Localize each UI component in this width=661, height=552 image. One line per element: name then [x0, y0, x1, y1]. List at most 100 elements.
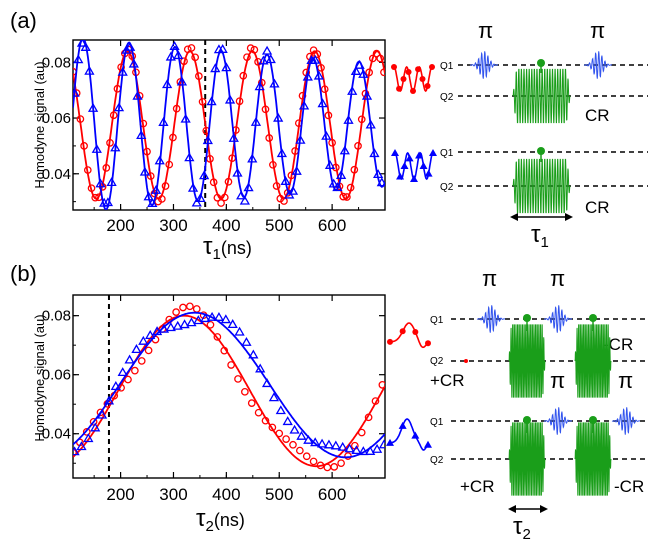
data-point-triangle	[128, 58, 139, 68]
data-point-circle	[172, 308, 180, 316]
plus-cr-label: +CR	[460, 477, 494, 496]
data-point-triangle	[287, 185, 299, 195]
pi-pulse	[476, 305, 506, 333]
cr-pulse	[574, 422, 612, 496]
mini-dot	[405, 68, 412, 75]
panel-a-ytick-label: 0.04	[42, 166, 71, 183]
data-point-circle	[302, 452, 311, 461]
data-point-circle	[289, 440, 297, 449]
data-point-triangle	[95, 178, 106, 188]
minus-cr-label: -CR	[614, 477, 644, 496]
data-point-triangle	[117, 367, 128, 377]
panel-a-ytick-label: 0.08	[42, 54, 71, 71]
panel-a-xtick-label: 500	[265, 216, 293, 235]
data-point-triangle	[280, 176, 291, 185]
data-point-circle	[198, 97, 207, 106]
panel-a-ytick-label: 0.06	[42, 110, 71, 127]
data-point-circle	[213, 333, 222, 341]
data-point-triangle	[220, 314, 231, 324]
data-point-triangle	[302, 71, 313, 81]
data-point-triangle	[269, 78, 280, 88]
data-point-triangle	[296, 430, 307, 440]
data-point-triangle	[224, 94, 236, 104]
panel-b-xlabel-unit: (ns)	[214, 510, 245, 530]
data-point-triangle	[138, 335, 149, 345]
data-point-circle	[161, 182, 170, 190]
q2-label: Q2	[440, 92, 454, 103]
panel-a-plot	[72, 39, 386, 211]
data-point-circle	[320, 85, 329, 94]
q2-label: Q2	[440, 182, 454, 193]
data-point-triangle	[371, 443, 383, 453]
data-point-triangle	[180, 113, 191, 123]
data-point-circle	[224, 177, 233, 186]
data-point-circle	[265, 134, 274, 142]
data-point-triangle	[361, 90, 373, 100]
pi-label: π	[482, 266, 497, 291]
data-point-triangle	[102, 197, 114, 207]
data-point-triangle	[165, 51, 176, 61]
mini-dot	[424, 83, 431, 90]
data-point-circle	[82, 428, 91, 436]
pi-label: π	[590, 18, 605, 43]
mini-triangle	[424, 440, 432, 448]
data-point-triangle	[350, 66, 362, 75]
data-point-triangle	[276, 148, 288, 158]
data-point-circle	[109, 111, 118, 120]
data-point-triangle	[187, 182, 199, 192]
data-point-circle	[378, 381, 385, 389]
mini-icon-blue-b	[386, 418, 432, 451]
mini-triangle	[400, 162, 409, 169]
control-dot	[537, 59, 545, 67]
control-dot	[523, 314, 531, 322]
mini-icon-blue-a	[391, 149, 437, 182]
data-point-circle	[324, 111, 333, 120]
data-point-triangle	[176, 76, 188, 86]
data-point-circle	[343, 193, 351, 201]
cr-pulse	[512, 158, 571, 214]
mini-dot	[419, 76, 426, 82]
data-point-circle	[89, 417, 98, 426]
minus-cr-label: -CR	[603, 335, 633, 354]
mini-dot	[400, 76, 407, 82]
panel-b-xlabel: τ2(ns)	[196, 505, 245, 535]
data-point-triangle	[228, 132, 239, 142]
data-point-triangle	[332, 182, 343, 192]
data-point-triangle	[248, 349, 259, 359]
data-point-triangle	[232, 167, 243, 177]
data-point-circle	[220, 346, 229, 355]
data-point-circle	[372, 49, 381, 58]
data-point-circle	[330, 463, 339, 471]
series-group	[73, 40, 385, 210]
data-point-triangle	[236, 190, 247, 200]
q1-label: Q1	[440, 61, 454, 72]
panel-a-xlabel: τ1(ns)	[203, 233, 252, 263]
mini-curve	[389, 322, 429, 349]
tau2-main: τ	[513, 513, 523, 540]
data-point-circle	[376, 54, 385, 63]
tau2-label: τ2	[513, 513, 531, 543]
data-point-circle	[282, 435, 290, 443]
data-point-triangle	[73, 54, 84, 64]
data-point-circle	[261, 416, 270, 425]
mini-triangle	[391, 149, 399, 156]
cr-label: CR	[585, 198, 610, 217]
pi-label: π	[550, 266, 565, 291]
data-point-triangle	[173, 50, 184, 60]
data-point-triangle	[213, 312, 225, 321]
data-point-triangle	[313, 70, 325, 80]
data-point-circle	[83, 166, 92, 174]
data-point-triangle	[186, 317, 197, 327]
data-point-triangle	[324, 160, 336, 169]
data-point-triangle	[344, 443, 355, 453]
data-point-triangle	[289, 424, 300, 434]
data-point-triangle	[295, 134, 306, 144]
data-point-triangle	[96, 409, 108, 419]
data-point-triangle	[124, 354, 135, 364]
panel-a-xtick-label: 300	[159, 216, 187, 235]
data-point-circle	[380, 68, 385, 77]
panel-a-label: (a)	[10, 8, 37, 33]
data-point-circle	[220, 193, 229, 202]
mini-triangle	[405, 154, 414, 162]
data-point-triangle	[358, 68, 369, 78]
